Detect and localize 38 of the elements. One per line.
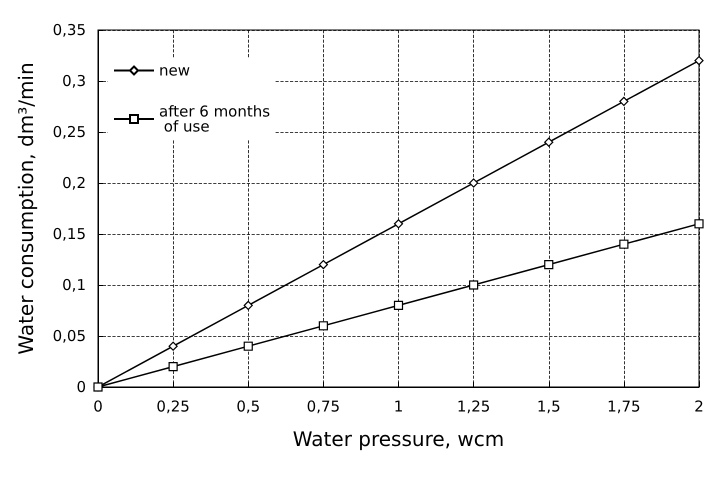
y-tick-label: 0,2 [62, 174, 86, 192]
point [318, 260, 328, 270]
point [619, 96, 628, 106]
point [244, 342, 253, 351]
y-tick-label: 0,3 [62, 72, 86, 90]
point [469, 178, 478, 188]
x-tick-label: 1,5 [536, 398, 561, 416]
point [544, 260, 554, 270]
x-tick-label: 1,25 [456, 398, 490, 416]
x-tick-label: 1,75 [607, 398, 641, 416]
point [168, 342, 178, 351]
y-tick-label: 0,25 [52, 123, 86, 141]
x-tick-label: 0,75 [306, 398, 340, 416]
point [244, 300, 253, 310]
x-tick-label: 2 [694, 398, 704, 416]
legend-label: new [159, 62, 190, 80]
point [694, 219, 704, 228]
y-axis-title: Water consumption, dm³/min [14, 62, 38, 355]
y-tick-label: 0,1 [62, 276, 86, 294]
y-tick-label: 0,35 [52, 21, 86, 39]
x-tick-label: 0,25 [156, 398, 190, 416]
point [318, 321, 328, 330]
point [168, 362, 178, 372]
y-tick-label: 0 [76, 378, 86, 396]
x-tick-label: 0,5 [236, 398, 260, 416]
point [544, 138, 554, 147]
point [394, 300, 404, 310]
x-tick-label: 1 [394, 398, 404, 416]
point [619, 240, 628, 249]
x-axis-title: Water pressure, wcm [292, 427, 504, 451]
point [394, 219, 404, 228]
legend-label: after 6 months of use [159, 102, 270, 136]
point [694, 56, 704, 66]
x-tick-label: 0 [93, 398, 103, 416]
point [469, 280, 478, 290]
point [93, 382, 103, 392]
y-tick-label: 0,15 [52, 225, 86, 243]
y-tick-label: 0,05 [52, 327, 86, 345]
